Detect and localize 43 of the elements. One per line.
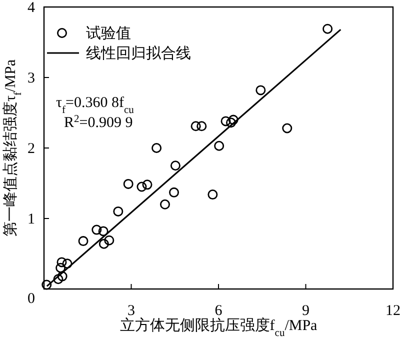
point <box>78 236 88 246</box>
y-tick-label: 1 <box>28 212 35 228</box>
point <box>142 180 152 190</box>
point <box>256 85 266 96</box>
point <box>92 224 102 235</box>
y-tick-label: 2 <box>28 141 35 157</box>
point <box>104 235 114 246</box>
point <box>56 262 66 273</box>
point <box>136 182 147 192</box>
point <box>160 199 170 210</box>
point <box>53 274 64 284</box>
point <box>98 226 108 236</box>
x-tick-label: 3 <box>128 303 135 319</box>
annotation: R$^{2}$=0.909 9 <box>64 114 133 131</box>
point <box>196 121 207 132</box>
x-tick-label: 6 <box>214 303 223 319</box>
point <box>152 143 162 153</box>
point <box>214 140 224 151</box>
x-axis-title: 立方体无侧限抗压强度f$_{cu}$/MPa <box>120 317 318 338</box>
x-tick-label: 12 <box>386 303 400 319</box>
y-tick-label: 4 <box>28 0 36 16</box>
point <box>169 187 180 198</box>
point <box>228 114 238 125</box>
point <box>208 190 218 200</box>
point <box>113 206 124 216</box>
y-tick-label: 0 <box>28 291 35 307</box>
point <box>190 121 201 132</box>
annotation: τ$_{f}$=0.360 8f$_{cu}$ <box>56 95 135 116</box>
point <box>56 257 67 268</box>
point <box>220 116 231 126</box>
y-tick-label: 3 <box>28 70 35 86</box>
point <box>57 271 68 282</box>
point <box>98 238 109 249</box>
point <box>282 123 292 134</box>
point <box>170 160 180 171</box>
x-tick-label: 9 <box>302 303 310 319</box>
point <box>226 118 236 128</box>
legend-label: 线性回归拟合线 <box>86 45 191 62</box>
point <box>62 258 72 269</box>
point <box>123 178 134 189</box>
point <box>322 24 333 34</box>
point <box>42 280 52 290</box>
legend-label: 试验值 <box>86 25 131 42</box>
